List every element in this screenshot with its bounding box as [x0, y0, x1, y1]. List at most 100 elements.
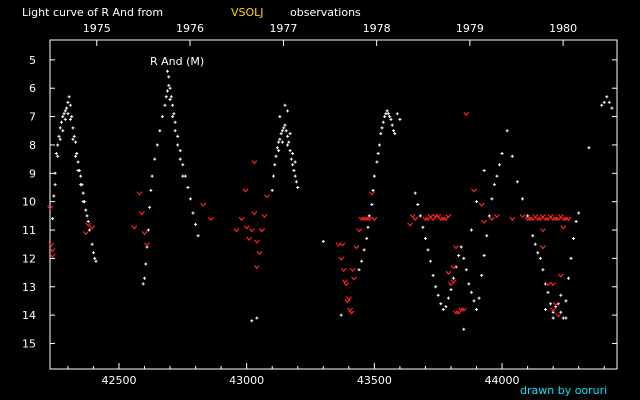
observation-point: [255, 316, 259, 320]
observation-point: [273, 163, 277, 167]
observation-point: [280, 140, 284, 144]
observation-point: [141, 282, 145, 286]
observation-point: [416, 203, 420, 206]
plot-frame: [49, 39, 618, 370]
observation-point: [375, 160, 379, 164]
observation-point: [58, 137, 62, 141]
fainter-than-mark: [353, 245, 360, 250]
credit-text: drawn by ooruri: [520, 384, 607, 397]
observation-point: [173, 129, 177, 133]
observation-point: [418, 214, 422, 218]
observation-point: [250, 319, 254, 323]
observation-point: [76, 160, 80, 164]
observation-point: [384, 112, 388, 116]
fainter-than-mark: [425, 216, 431, 222]
chart-title-suffix: observations: [290, 6, 361, 19]
fainter-than-mark: [539, 245, 546, 250]
fainter-than-mark: [340, 267, 347, 273]
observation-point: [291, 163, 295, 167]
observation-point: [286, 143, 290, 147]
fainter-than-mark: [200, 202, 207, 207]
observation-point: [475, 200, 479, 204]
observation-point: [91, 251, 95, 255]
observation-point: [559, 310, 563, 314]
observation-point: [426, 248, 430, 252]
observation-point: [70, 115, 74, 119]
observation-point: [531, 234, 535, 238]
observation-point: [376, 151, 380, 155]
observation-point: [377, 143, 381, 147]
year-tick-label: 1980: [549, 22, 577, 35]
fainter-than-mark: [243, 225, 250, 230]
observation-point: [288, 132, 292, 136]
observation-point: [282, 126, 286, 130]
observation-point: [178, 149, 182, 153]
y-tick-label: 10: [22, 196, 36, 209]
fainter-than-mark: [471, 188, 477, 193]
top-year-axis: 1975 1976 1977 1978 1979 1980: [83, 22, 577, 46]
fainter-than-mark: [555, 216, 562, 222]
observation-point: [274, 154, 278, 158]
x-tick-label: 44000: [485, 374, 520, 387]
fainter-than-mark: [251, 211, 258, 216]
observation-point: [436, 293, 440, 297]
fainter-than-mark: [481, 219, 488, 224]
fainter-than-mark: [144, 242, 151, 247]
y-tick-label: 13: [22, 281, 36, 294]
observation-point: [546, 290, 550, 294]
observation-point: [53, 183, 57, 187]
observation-point: [168, 86, 172, 90]
observation-point: [294, 180, 298, 184]
observation-point: [163, 103, 167, 107]
observation-point: [66, 100, 70, 104]
observation-point: [71, 126, 75, 130]
observation-point: [59, 120, 63, 124]
observation-point: [380, 126, 384, 130]
year-tick-label: 1978: [363, 22, 391, 35]
observation-point: [171, 115, 175, 119]
fainter-than-mark: [350, 276, 357, 281]
observation-point: [85, 214, 89, 218]
observation-point: [587, 146, 591, 150]
data-series: [47, 69, 614, 331]
observation-point: [181, 174, 185, 178]
observation-point: [178, 157, 182, 161]
fainter-than-mark: [89, 225, 96, 230]
observation-point: [293, 160, 297, 164]
observation-point: [149, 188, 153, 192]
observation-point: [79, 183, 83, 187]
observation-point: [169, 95, 173, 99]
fainter-than-mark: [259, 228, 265, 233]
y-tick-label: 7: [29, 111, 36, 124]
observation-point: [444, 305, 448, 309]
year-tick-label: 1976: [176, 22, 204, 35]
observation-point: [475, 307, 479, 311]
fainter-than-mark: [448, 282, 454, 287]
observation-point: [283, 123, 287, 127]
observation-point: [61, 129, 65, 133]
observation-point: [287, 140, 291, 144]
fainter-than-mark: [248, 228, 255, 233]
fainter-than-mark: [338, 256, 345, 261]
fainter-than-mark: [445, 270, 452, 276]
fainter-than-mark: [233, 228, 240, 233]
fainter-than-mark: [253, 239, 260, 244]
observation-point: [429, 259, 433, 263]
observation-point: [379, 132, 383, 136]
x-tick-label: 43500: [357, 374, 392, 387]
observation-point: [160, 115, 164, 119]
observation-point: [284, 129, 288, 133]
observation-point: [439, 302, 443, 306]
observation-point: [196, 234, 200, 238]
observation-point: [296, 185, 300, 189]
observation-point: [365, 237, 369, 241]
observation-point: [485, 234, 489, 238]
fainter-than-mark: [493, 213, 500, 219]
observation-point: [392, 129, 396, 133]
observation-point: [270, 188, 274, 192]
observation-point: [68, 117, 72, 121]
observation-point: [76, 168, 80, 172]
observation-point: [533, 242, 537, 246]
fainter-than-mark: [453, 245, 460, 250]
